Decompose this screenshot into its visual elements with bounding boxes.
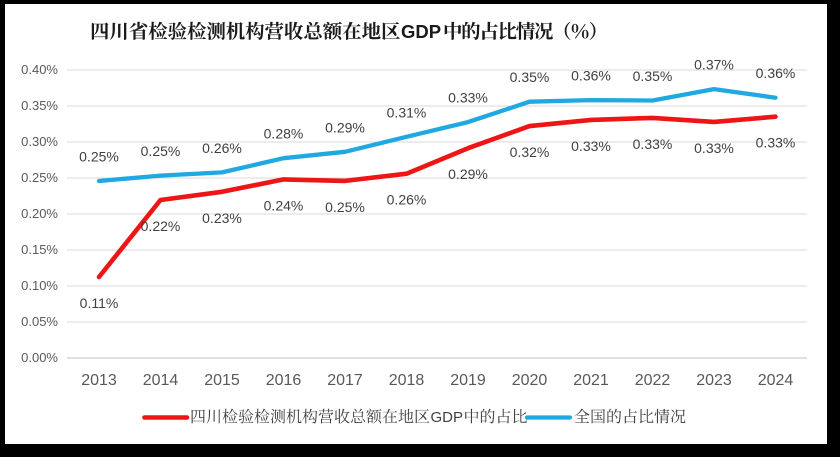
svg-text:0.25%: 0.25% xyxy=(79,149,119,165)
svg-text:GDP: GDP xyxy=(431,409,464,426)
svg-text:0.33%: 0.33% xyxy=(633,136,673,152)
svg-text:0.28%: 0.28% xyxy=(264,126,304,142)
svg-text:2024: 2024 xyxy=(758,372,794,389)
svg-text:2016: 2016 xyxy=(266,372,302,389)
svg-text:0.31%: 0.31% xyxy=(387,104,427,120)
svg-text:0.20%: 0.20% xyxy=(21,206,58,221)
svg-text:0.25%: 0.25% xyxy=(325,199,365,215)
svg-text:2017: 2017 xyxy=(327,372,363,389)
svg-text:0.05%: 0.05% xyxy=(21,314,58,329)
svg-text:0.10%: 0.10% xyxy=(21,278,58,293)
svg-text:0.25%: 0.25% xyxy=(141,143,181,159)
svg-text:0.29%: 0.29% xyxy=(325,119,365,135)
svg-text:2020: 2020 xyxy=(512,372,548,389)
svg-text:0.35%: 0.35% xyxy=(21,98,58,113)
svg-text:2015: 2015 xyxy=(204,372,240,389)
svg-text:0.26%: 0.26% xyxy=(387,192,427,208)
svg-text:2013: 2013 xyxy=(81,372,117,389)
svg-text:0.35%: 0.35% xyxy=(633,68,673,84)
svg-text:0.33%: 0.33% xyxy=(448,90,488,106)
svg-text:0.25%: 0.25% xyxy=(21,170,58,185)
svg-text:2023: 2023 xyxy=(696,372,732,389)
svg-text:2014: 2014 xyxy=(143,372,179,389)
svg-text:0.26%: 0.26% xyxy=(202,140,242,156)
svg-text:0.33%: 0.33% xyxy=(756,135,796,151)
svg-text:0.22%: 0.22% xyxy=(141,218,181,234)
svg-text:0.40%: 0.40% xyxy=(21,62,58,77)
svg-text:0.24%: 0.24% xyxy=(264,197,304,213)
svg-text:GDP: GDP xyxy=(401,21,441,42)
svg-text:0.36%: 0.36% xyxy=(756,65,796,81)
svg-text:2019: 2019 xyxy=(450,372,486,389)
svg-text:0.32%: 0.32% xyxy=(510,144,550,160)
svg-text:0.35%: 0.35% xyxy=(510,69,550,85)
svg-text:0.30%: 0.30% xyxy=(21,134,58,149)
svg-text:0.15%: 0.15% xyxy=(21,242,58,257)
svg-text:0.33%: 0.33% xyxy=(694,140,734,156)
svg-text:0.36%: 0.36% xyxy=(571,68,611,84)
svg-text:2021: 2021 xyxy=(573,372,609,389)
svg-text:0.00%: 0.00% xyxy=(21,350,58,365)
svg-text:0.37%: 0.37% xyxy=(694,57,734,73)
svg-text:0.33%: 0.33% xyxy=(571,138,611,154)
svg-text:2018: 2018 xyxy=(389,372,425,389)
svg-text:0.29%: 0.29% xyxy=(448,166,488,182)
svg-text:0.23%: 0.23% xyxy=(202,210,242,226)
svg-text:2022: 2022 xyxy=(635,372,671,389)
svg-text:0.11%: 0.11% xyxy=(80,295,119,311)
